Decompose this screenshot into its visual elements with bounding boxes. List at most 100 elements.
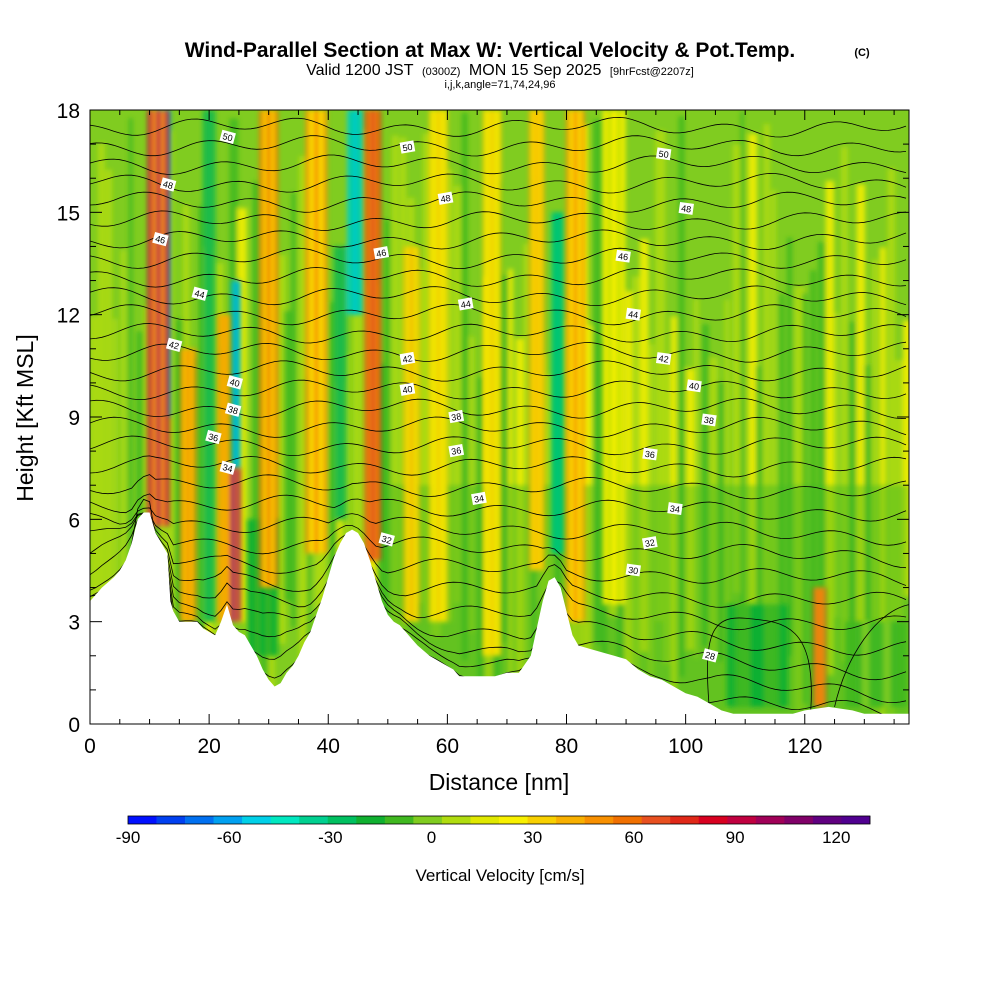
colorbar-swatch bbox=[327, 816, 357, 824]
updraft-column-core bbox=[409, 246, 414, 622]
field-band bbox=[825, 180, 834, 676]
contour-label-text: 40 bbox=[688, 381, 699, 392]
contour-label-bg bbox=[642, 447, 658, 461]
contour-label: 50 bbox=[399, 140, 416, 154]
field-band bbox=[120, 249, 126, 648]
colorbar-tick-label: -30 bbox=[318, 828, 343, 847]
contour-label: 38 bbox=[448, 409, 465, 424]
colorbar-swatch bbox=[499, 816, 528, 824]
field-band bbox=[593, 119, 603, 644]
colorbar-tick-label: -60 bbox=[217, 828, 242, 847]
field-band bbox=[887, 168, 896, 722]
field-band bbox=[283, 310, 293, 602]
contour-label: 32 bbox=[378, 532, 395, 547]
contour-label-text: 36 bbox=[451, 445, 463, 457]
contour-label-text: 46 bbox=[617, 251, 628, 262]
contour-label: 50 bbox=[219, 129, 236, 144]
field-band bbox=[903, 320, 909, 598]
field-band bbox=[771, 189, 777, 632]
field-band bbox=[678, 116, 685, 677]
colorbar-tick-label: 120 bbox=[822, 828, 850, 847]
contour-label-bg bbox=[219, 129, 236, 144]
contour-label-bg bbox=[701, 413, 717, 427]
updraft-column-core bbox=[573, 110, 578, 622]
field-band bbox=[841, 146, 848, 662]
terrain-mask bbox=[90, 512, 909, 724]
field-band bbox=[508, 269, 513, 678]
contour-label-text: 36 bbox=[644, 449, 655, 460]
contour-label-text: 36 bbox=[207, 431, 219, 443]
contour-label-text: 38 bbox=[703, 415, 714, 426]
field-band bbox=[113, 318, 118, 656]
contour-label-text: 44 bbox=[193, 288, 205, 300]
downdraft-column-core bbox=[207, 110, 211, 622]
contour-label-text: 30 bbox=[628, 565, 639, 576]
contour-label: 36 bbox=[642, 447, 658, 461]
contour-label-text: 38 bbox=[227, 404, 239, 416]
contour-label-bg bbox=[667, 502, 683, 516]
field-band bbox=[175, 318, 186, 660]
field-band bbox=[415, 269, 426, 604]
updraft-column-core bbox=[231, 468, 235, 622]
field-band bbox=[291, 192, 297, 628]
theta-contour-line bbox=[90, 285, 907, 307]
contour-label-bg bbox=[159, 177, 177, 192]
chart-title: Wind-Parallel Section at Max W: Vertical… bbox=[185, 39, 796, 62]
colorbar-swatch bbox=[698, 816, 728, 824]
contour-label-text: 34 bbox=[669, 503, 680, 514]
contour-label-text: 42 bbox=[168, 339, 180, 351]
field-band bbox=[252, 181, 259, 631]
contour-label-text: 46 bbox=[154, 233, 166, 245]
contour-label-text: 34 bbox=[473, 493, 485, 505]
field-band bbox=[299, 156, 309, 693]
vertical-velocity-field bbox=[90, 110, 909, 724]
contour-label: 34 bbox=[219, 460, 236, 475]
downdraft-column-core bbox=[353, 110, 357, 315]
contour-label: 40 bbox=[226, 375, 244, 390]
contour-label: 42 bbox=[165, 337, 183, 353]
x-axis-label: Distance [nm] bbox=[429, 769, 570, 795]
contour-label: 44 bbox=[457, 297, 474, 311]
contour-label-text: 48 bbox=[440, 193, 452, 205]
contour-label-bg bbox=[373, 246, 390, 260]
theta-contour-line bbox=[90, 247, 907, 270]
theta-contour-line bbox=[90, 135, 907, 157]
contour-label: 48 bbox=[678, 201, 694, 215]
field-band bbox=[786, 237, 793, 657]
contour-label: 46 bbox=[373, 246, 390, 260]
field-band bbox=[237, 208, 247, 623]
contour-label-bg bbox=[625, 307, 641, 321]
colorbar-swatch bbox=[641, 816, 671, 824]
colorbar-swatch bbox=[156, 816, 186, 824]
contour-label: 36 bbox=[448, 443, 465, 458]
contour-label-text: 42 bbox=[402, 353, 414, 365]
colorbar-swatch bbox=[185, 816, 214, 824]
field-band bbox=[833, 313, 839, 618]
colorbar-swatch bbox=[213, 816, 243, 824]
updraft-column-core bbox=[313, 110, 319, 554]
field-band bbox=[523, 243, 529, 670]
colorbar-swatch bbox=[812, 816, 842, 824]
y-tick-label: 6 bbox=[68, 509, 80, 532]
field-band bbox=[422, 133, 432, 617]
field-band bbox=[330, 302, 337, 693]
field-band bbox=[500, 274, 511, 643]
field-band bbox=[399, 137, 407, 708]
colorbar-swatch bbox=[270, 816, 300, 824]
contour-label-bg bbox=[686, 379, 702, 393]
contour-label-bg bbox=[224, 402, 242, 417]
field-band bbox=[345, 353, 350, 669]
field-band bbox=[624, 291, 633, 679]
theta-contour-line bbox=[90, 527, 907, 656]
contour-label: 44 bbox=[191, 286, 208, 301]
contour-label-bg bbox=[226, 375, 244, 390]
field-band bbox=[817, 241, 828, 662]
theta-contour-line bbox=[90, 513, 907, 586]
field-band bbox=[446, 169, 453, 622]
updraft-column-core bbox=[489, 110, 495, 656]
contour-label-bg bbox=[678, 201, 694, 215]
field-band bbox=[879, 247, 886, 721]
theta-contour-line bbox=[90, 474, 907, 500]
y-tick-label: 18 bbox=[57, 100, 80, 123]
